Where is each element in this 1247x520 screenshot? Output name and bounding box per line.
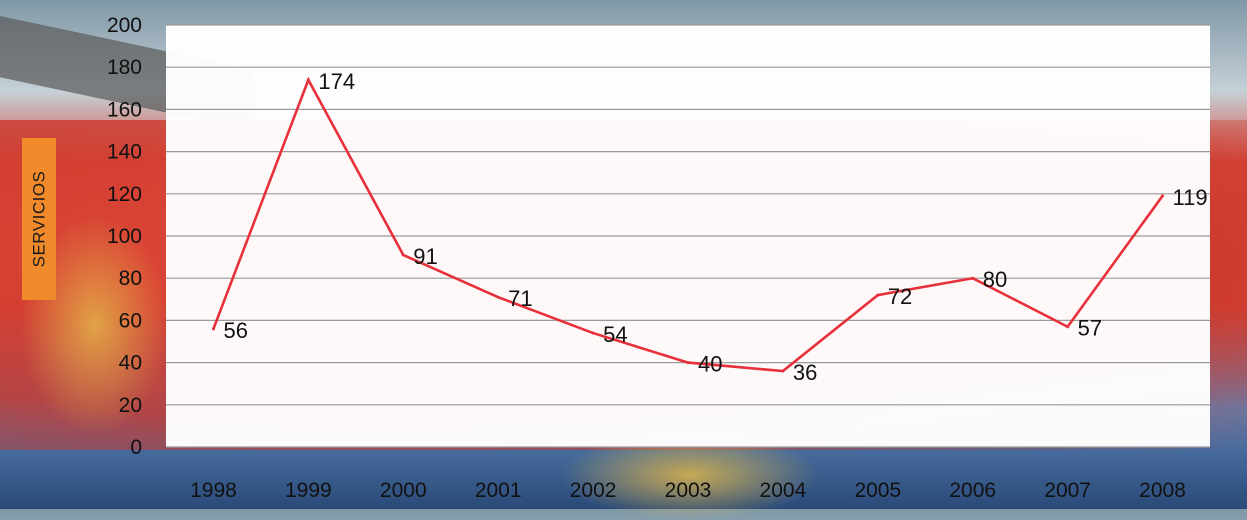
series bbox=[211, 76, 1165, 373]
x-tick-label: 2004 bbox=[760, 479, 807, 502]
data-point bbox=[401, 253, 405, 257]
data-point bbox=[306, 78, 310, 82]
data-point bbox=[591, 331, 595, 335]
x-tick-label: 2006 bbox=[949, 479, 996, 502]
y-tick-label: 60 bbox=[119, 309, 142, 332]
x-tick-label: 2008 bbox=[1139, 479, 1186, 502]
data-label: 36 bbox=[793, 360, 817, 385]
x-tick-label: 2007 bbox=[1044, 479, 1091, 502]
x-tick-label: 2000 bbox=[380, 479, 427, 502]
y-tick-label: 80 bbox=[119, 267, 142, 290]
data-point bbox=[211, 327, 215, 331]
data-label: 71 bbox=[508, 286, 532, 311]
data-label: 91 bbox=[413, 244, 437, 269]
y-tick-label: 140 bbox=[107, 141, 142, 164]
data-point bbox=[496, 295, 500, 299]
y-tick-label: 180 bbox=[107, 56, 142, 79]
data-label: 72 bbox=[888, 284, 912, 309]
x-tick-label: 2003 bbox=[665, 479, 712, 502]
data-point bbox=[781, 369, 785, 373]
y-tick-label: 40 bbox=[119, 352, 142, 375]
data-labels: 56 174 91 71 54 40 36 72 80 57 119 bbox=[223, 69, 1207, 385]
gridlines bbox=[166, 24, 1210, 448]
x-tick-label: 2002 bbox=[570, 479, 617, 502]
data-point bbox=[1161, 194, 1165, 198]
data-label: 40 bbox=[698, 352, 722, 377]
data-point bbox=[686, 361, 690, 365]
x-tick-label: 1998 bbox=[190, 479, 237, 502]
y-axis-ticks: 0 20 40 60 80 100 120 140 160 180 200 bbox=[107, 14, 142, 459]
y-tick-label: 0 bbox=[130, 436, 142, 459]
y-tick-label: 120 bbox=[107, 183, 142, 206]
x-tick-label: 1999 bbox=[285, 479, 332, 502]
y-axis-label-box: SERVICIOS bbox=[22, 138, 56, 300]
data-point bbox=[876, 293, 880, 297]
data-label: 119 bbox=[1173, 185, 1208, 210]
y-tick-label: 100 bbox=[107, 225, 142, 248]
data-label: 80 bbox=[983, 267, 1007, 292]
data-label: 56 bbox=[223, 318, 247, 343]
y-tick-label: 200 bbox=[107, 14, 142, 37]
data-point bbox=[971, 276, 975, 280]
x-tick-label: 2005 bbox=[854, 479, 901, 502]
data-label: 57 bbox=[1078, 316, 1102, 341]
data-point bbox=[1066, 325, 1070, 329]
y-tick-label: 160 bbox=[107, 98, 142, 121]
x-tick-label: 2001 bbox=[475, 479, 522, 502]
data-label: 54 bbox=[603, 322, 627, 347]
line-chart: 0 20 40 60 80 100 120 140 160 180 200 1998 1999 2000… bbox=[107, 14, 1210, 502]
y-tick-label: 20 bbox=[119, 394, 142, 417]
data-label: 174 bbox=[318, 69, 355, 94]
x-axis-ticks: 1998 1999 2000 2001 2002 2003 2004 2005 2006 2007… bbox=[190, 479, 1186, 502]
y-axis-label: SERVICIOS bbox=[29, 170, 48, 268]
